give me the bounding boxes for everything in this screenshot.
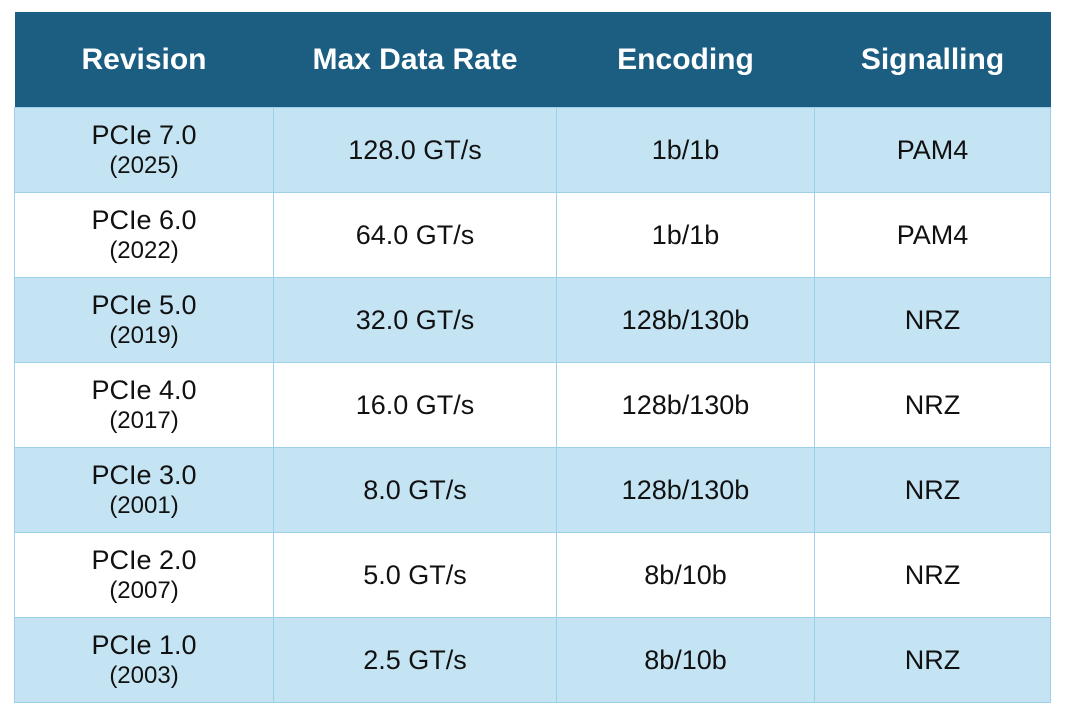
signalling-cell: NRZ [814,447,1051,533]
header-cell: Revision [14,12,274,108]
table-row: PCIe 1.0 (2003) 2.5 GT/s 8b/10b NRZ [14,617,1051,703]
header-cell: Signalling [814,12,1051,108]
revision-cell: PCIe 6.0 (2022) [14,192,274,278]
encoding-cell: 128b/130b [556,362,815,448]
revision-name: PCIe 5.0 [91,290,197,320]
table-row: PCIe 3.0 (2001) 8.0 GT/s 128b/130b NRZ [14,447,1051,533]
encoding-cell: 8b/10b [556,532,815,618]
revision-cell: PCIe 5.0 (2019) [14,277,274,363]
table-header: Revision Max Data Rate Encoding Signalling [14,12,1051,108]
revision-name: PCIe 7.0 [91,120,197,150]
signalling-cell: NRZ [814,617,1051,703]
signalling-cell: NRZ [814,277,1051,363]
revision-year: (2007) [109,577,179,604]
table-row: PCIe 4.0 (2017) 16.0 GT/s 128b/130b NRZ [14,362,1051,448]
pcie-table: Revision Max Data Rate Encoding Signalling … [14,12,1051,703]
header-row: Revision Max Data Rate Encoding Signalling [14,12,1051,108]
revision-year: (2001) [109,492,179,519]
data-rate-cell: 128.0 GT/s [273,107,557,193]
signalling-cell: NRZ [814,362,1051,448]
table-row: PCIe 5.0 (2019) 32.0 GT/s 128b/130b NRZ [14,277,1051,363]
revision-cell: PCIe 1.0 (2003) [14,617,274,703]
table-row: PCIe 6.0 (2022) 64.0 GT/s 1b/1b PAM4 [14,192,1051,278]
signalling-cell: NRZ [814,532,1051,618]
revision-name: PCIe 3.0 [91,460,197,490]
revision-year: (2025) [109,152,179,179]
data-rate-cell: 5.0 GT/s [273,532,557,618]
signalling-cell: PAM4 [814,192,1051,278]
header-cell: Max Data Rate [273,12,557,108]
data-rate-cell: 8.0 GT/s [273,447,557,533]
revision-year: (2019) [109,322,179,349]
header-cell: Encoding [556,12,815,108]
revision-year: (2017) [109,407,179,434]
encoding-cell: 128b/130b [556,277,815,363]
revision-cell: PCIe 3.0 (2001) [14,447,274,533]
revision-name: PCIe 1.0 [91,630,197,660]
data-rate-cell: 2.5 GT/s [273,617,557,703]
revision-name: PCIe 6.0 [91,205,197,235]
table-row: PCIe 2.0 (2007) 5.0 GT/s 8b/10b NRZ [14,532,1051,618]
encoding-cell: 1b/1b [556,107,815,193]
revision-name: PCIe 2.0 [91,545,197,575]
data-rate-cell: 32.0 GT/s [273,277,557,363]
revision-name: PCIe 4.0 [91,375,197,405]
data-rate-cell: 64.0 GT/s [273,192,557,278]
encoding-cell: 8b/10b [556,617,815,703]
revision-year: (2003) [109,662,179,689]
table-row: PCIe 7.0 (2025) 128.0 GT/s 1b/1b PAM4 [14,107,1051,193]
revision-year: (2022) [109,237,179,264]
revision-cell: PCIe 7.0 (2025) [14,107,274,193]
signalling-cell: PAM4 [814,107,1051,193]
table-body: PCIe 7.0 (2025) 128.0 GT/s 1b/1b PAM4 PCIe 6.… [14,107,1051,703]
revision-cell: PCIe 4.0 (2017) [14,362,274,448]
encoding-cell: 1b/1b [556,192,815,278]
encoding-cell: 128b/130b [556,447,815,533]
data-rate-cell: 16.0 GT/s [273,362,557,448]
revision-cell: PCIe 2.0 (2007) [14,532,274,618]
